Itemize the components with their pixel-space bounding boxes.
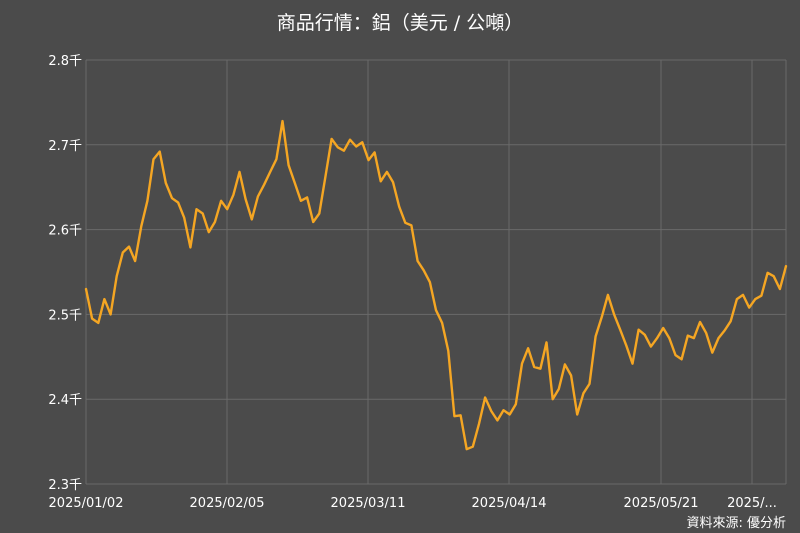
y-tick-label: 2.3千: [48, 478, 82, 493]
series-layer: [84, 119, 788, 451]
y-axis-ticks: 2.3千 2.4千 2.5千 2.6千 2.7千 2.8千: [48, 54, 82, 493]
x-tick-label: 2025/03/11: [331, 496, 406, 511]
x-tick-label: 2025/...: [727, 496, 777, 511]
y-tick-label: 2.4千: [48, 393, 82, 408]
chart-title: 商品行情：鋁（美元 / 公噸）: [276, 12, 524, 34]
y-tick-label: 2.8千: [48, 54, 82, 69]
gridlines: [85, 59, 787, 485]
y-tick-label: 2.6千: [48, 224, 82, 239]
x-tick-label: 2025/04/14: [472, 496, 547, 511]
source-note: 資料來源: 優分析: [686, 516, 786, 531]
x-axis-ticks: 2025/01/02 2025/02/05 2025/03/11 2025/04/14…: [49, 496, 777, 511]
x-tick-label: 2025/01/02: [49, 496, 124, 511]
y-tick-label: 2.5千: [48, 308, 82, 323]
x-tick-label: 2025/05/21: [624, 496, 699, 511]
aluminum-price-line: [84, 119, 788, 451]
y-tick-label: 2.7千: [48, 139, 82, 154]
x-tick-label: 2025/02/05: [190, 496, 265, 511]
